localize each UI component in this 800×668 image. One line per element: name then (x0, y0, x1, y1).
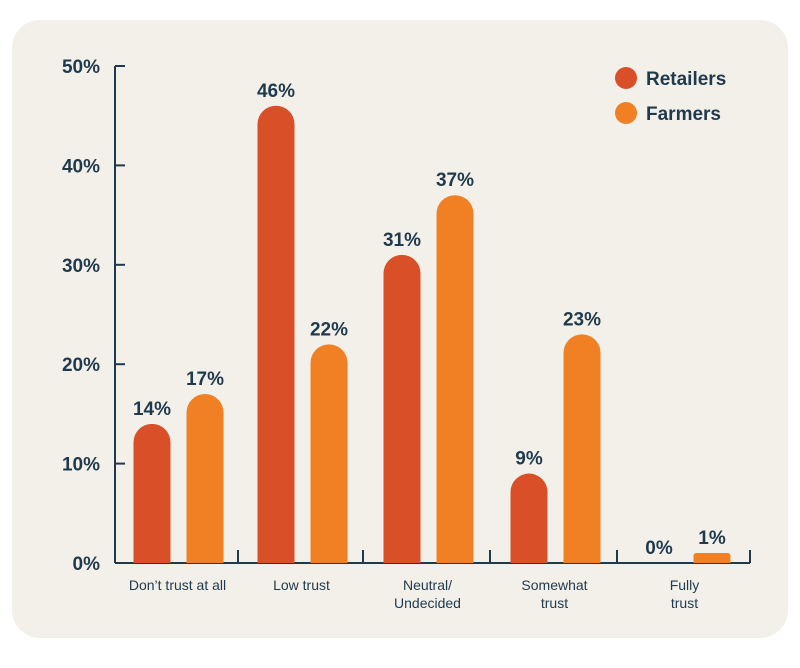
data-label: 1% (698, 528, 726, 549)
bar-retailers-2 (257, 105, 295, 563)
legend-swatch-retailers (615, 67, 637, 89)
data-label: 17% (186, 369, 224, 390)
bar-retailers-1 (133, 423, 171, 563)
x-category-label: Neutral/ (403, 577, 452, 593)
data-label: 46% (257, 81, 295, 102)
data-label: 0% (645, 538, 673, 559)
bar-farmers-3 (436, 195, 474, 563)
data-label: 14% (133, 399, 171, 420)
y-tick-label: 30% (62, 256, 100, 277)
y-tick-label: 40% (62, 156, 100, 177)
y-tick-label: 10% (62, 455, 100, 476)
y-tick-label: 0% (73, 554, 101, 575)
bar-retailers-3 (383, 254, 421, 563)
x-category-label: Fully (670, 577, 700, 593)
legend-swatch-farmers (615, 102, 637, 124)
bar-retailers-4 (510, 473, 548, 563)
bar-farmers-4 (563, 334, 601, 563)
data-label: 31% (383, 230, 421, 251)
y-tick-label: 20% (62, 355, 100, 376)
data-label: 22% (310, 319, 348, 340)
x-category-label: trust (671, 595, 698, 611)
x-category-label: trust (541, 595, 568, 611)
bar-farmers-1 (186, 394, 224, 563)
data-label: 23% (563, 309, 601, 330)
legend-label-farmers: Farmers (646, 104, 721, 125)
bar-farmers-2 (310, 344, 348, 563)
bar-farmers-5 (693, 553, 731, 563)
legend-label-retailers: Retailers (646, 69, 726, 90)
x-category-label: Don’t trust at all (129, 577, 226, 593)
data-label: 9% (515, 449, 543, 470)
y-tick-label: 50% (62, 57, 100, 78)
data-label: 37% (436, 170, 474, 191)
x-category-label: Low trust (273, 577, 330, 593)
x-category-label: Somewhat (521, 577, 587, 593)
x-category-label: Undecided (394, 595, 461, 611)
